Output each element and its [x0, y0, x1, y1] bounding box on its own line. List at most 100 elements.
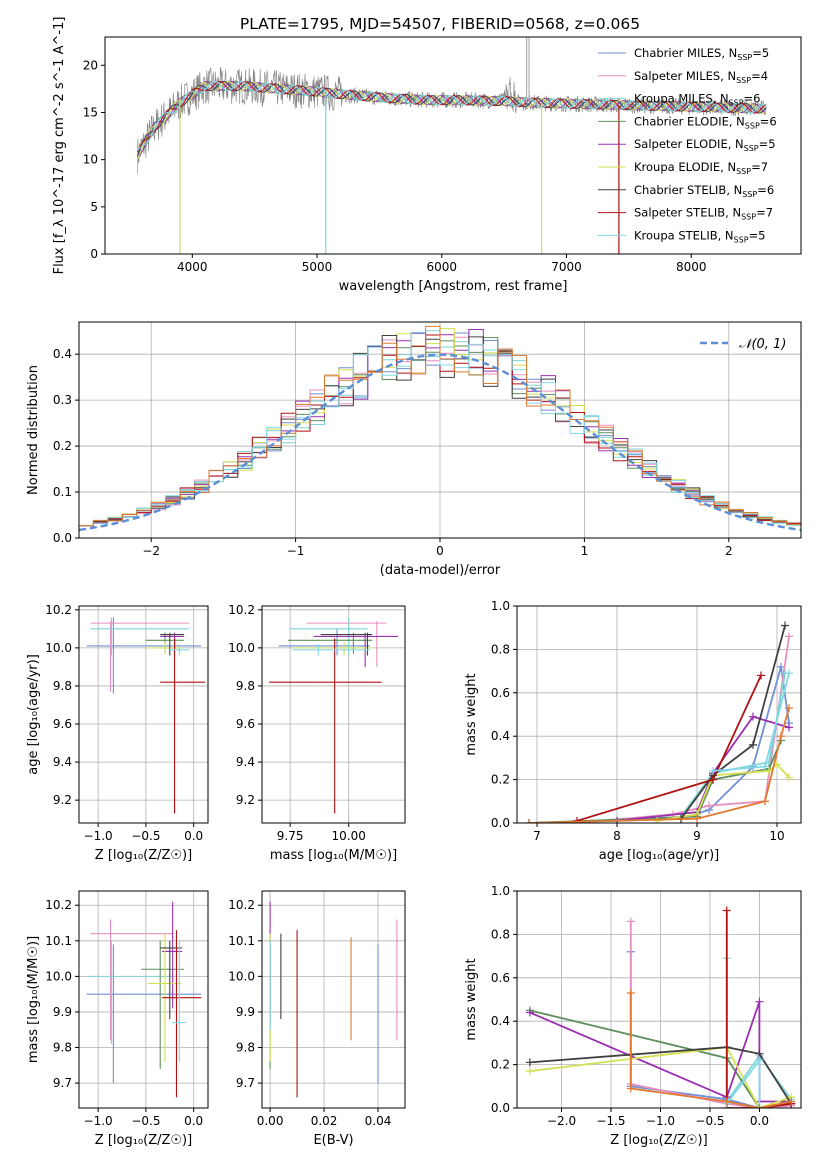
plot-area — [79, 325, 801, 532]
error-bar-point — [90, 919, 173, 1041]
axes-frame — [261, 605, 406, 824]
plot-area — [525, 621, 793, 823]
mass-weight-line — [529, 1046, 792, 1105]
mass-weight-line — [629, 921, 792, 1108]
y-tick-label: 0.8 — [491, 927, 510, 941]
mass-weight-marker — [755, 1056, 764, 1065]
y-tick-label: 0.6 — [491, 971, 510, 985]
x-tick-label: 10.00 — [332, 829, 366, 843]
x-tick-label: −0.5 — [695, 1114, 724, 1128]
mass-weight-marker — [749, 740, 757, 749]
mass-weight-line — [629, 951, 792, 1108]
legend-label: Chabrier STELIB, NSSP=6 — [634, 183, 774, 199]
error-bar-point — [287, 632, 373, 654]
panel-age-vs-Z: −1.0 −0.5 0.0 9.2 9.4 9.6 9.8 10.0 10.2 Z [log₁₀(… — [26, 603, 209, 863]
panel-residual-histogram: −2 −1 0 1 2 0.0 0.1 0.2 0.3 0.4 (data-model)/error… — [26, 321, 802, 578]
legend-suffix: =5 — [749, 228, 766, 242]
panel-spectrum: 4000 5000 6000 7000 8000 0 5 10 15 20 wavelength [… — [52, 17, 802, 294]
y-tick-label: 9.8 — [53, 1041, 72, 1055]
mass-weight-marker — [761, 762, 769, 771]
model-spectrum-line — [137, 80, 767, 151]
y-axis-label: mass weight — [464, 958, 479, 1040]
mass-weight-marker — [693, 814, 701, 823]
y-tick-label: 9.6 — [236, 717, 255, 731]
y-tick-label: 9.2 — [236, 793, 255, 807]
legend-subscript: SSP — [729, 99, 744, 108]
y-tick-label: 10.2 — [45, 603, 72, 617]
y-tick-label: 0.0 — [491, 816, 510, 830]
y-tick-label: 5 — [90, 200, 98, 214]
legend-subscript: SSP — [744, 144, 759, 153]
mass-weight-line — [529, 1046, 792, 1108]
x-tick-label: −1.5 — [596, 1114, 625, 1128]
x-tick-label: 9.75 — [277, 829, 304, 843]
plot-area — [525, 906, 796, 1108]
y-tick-label: 9.2 — [53, 793, 72, 807]
mass-weight-marker — [757, 671, 765, 680]
mass-weight-marker — [785, 703, 793, 712]
x-tick-label: 10 — [769, 829, 784, 843]
spectrum-legend: Chabrier MILES, NSSP=5 Salpeter MILES, NS… — [598, 46, 777, 244]
legend-subscript: SSP — [736, 76, 751, 85]
axes-frame — [516, 605, 802, 824]
y-tick-label: 9.6 — [53, 717, 72, 731]
mass-weight-marker — [749, 712, 757, 721]
x-axis-label: Z [log₁₀(Z/Z☉)] — [95, 1133, 192, 1148]
mass-weight-marker — [785, 669, 793, 678]
x-tick-label: 0.00 — [257, 1114, 284, 1128]
mass-weight-marker — [777, 732, 785, 741]
error-bar-point — [320, 632, 373, 656]
mass-weight-marker — [781, 621, 789, 630]
error-bar-point — [141, 940, 185, 1069]
plot-area — [86, 617, 206, 814]
legend-suffix: =5 — [759, 137, 776, 151]
mass-weight-line — [656, 763, 790, 822]
y-tick-label: 10.0 — [45, 641, 72, 655]
figure-title: PLATE=1795, MJD=54507, FIBERID=0568, z=0… — [240, 15, 640, 33]
x-axis-label: Z [log₁₀(Z/Z☉)] — [610, 1133, 707, 1148]
x-tick-label: −2 — [142, 544, 160, 558]
error-bar-point — [160, 632, 185, 656]
x-tick-label: 7 — [533, 829, 541, 843]
model-spectrum-line — [136, 80, 767, 160]
y-tick-label: 9.9 — [236, 1005, 255, 1019]
y-tick-label: 9.8 — [236, 679, 255, 693]
error-bar-point — [269, 638, 382, 814]
x-tick-label: 2 — [725, 544, 733, 558]
legend-suffix: =5 — [752, 46, 769, 60]
x-tick-label: −1.0 — [84, 1114, 113, 1128]
x-tick-label: 6000 — [427, 260, 458, 274]
y-tick-label: 0.4 — [491, 1014, 510, 1028]
axes-frame — [78, 890, 209, 1109]
panel-mass-vs-Z: −1.0 −0.5 0.0 9.7 9.8 9.9 10.0 10.1 10.2 Z [log₁₀… — [26, 890, 209, 1148]
legend-label: 𝒩(0, 1) — [739, 337, 786, 352]
x-axis-label: E(B-V) — [313, 1133, 353, 1148]
plot-area — [136, 37, 767, 254]
legend-label: Kroupa STELIB, NSSP=5 — [634, 228, 765, 244]
x-tick-label: −1.0 — [646, 1114, 675, 1128]
mass-weight-marker — [709, 766, 717, 775]
plot-area — [269, 617, 398, 814]
y-axis-label: Flux [f_λ 10^-17 erg cm^-2 s^-1 A^-1] — [52, 17, 67, 275]
y-tick-label: 0.2 — [491, 773, 510, 787]
legend-suffix: =4 — [751, 69, 768, 83]
legend-subscript: SSP — [745, 121, 760, 130]
mass-weight-marker — [653, 816, 661, 823]
y-tick-label: 0.2 — [491, 1058, 510, 1072]
mass-weight-marker — [626, 917, 635, 926]
error-bar-point — [145, 642, 183, 654]
legend-label: Salpeter ELODIE, NSSP=5 — [634, 137, 776, 153]
y-tick-label: 9.4 — [53, 755, 72, 769]
mass-weight-marker — [755, 1104, 764, 1108]
mass-weight-marker — [787, 1097, 796, 1106]
panel-mass-weight-vs-age: 7 8 9 10 0.0 0.2 0.4 0.6 0.8 1.0 age [log₁₀(age/yr… — [464, 599, 802, 863]
mass-weight-marker — [525, 1067, 534, 1076]
error-bar-point — [292, 642, 373, 656]
mass-weight-line — [725, 910, 792, 1108]
x-tick-label: 8 — [613, 829, 621, 843]
legend-suffix: =7 — [751, 160, 768, 174]
legend-label: Salpeter STELIB, NSSP=7 — [634, 206, 773, 222]
y-tick-label: 9.8 — [53, 679, 72, 693]
x-tick-label: 7000 — [551, 260, 582, 274]
error-bar-point — [86, 617, 202, 694]
